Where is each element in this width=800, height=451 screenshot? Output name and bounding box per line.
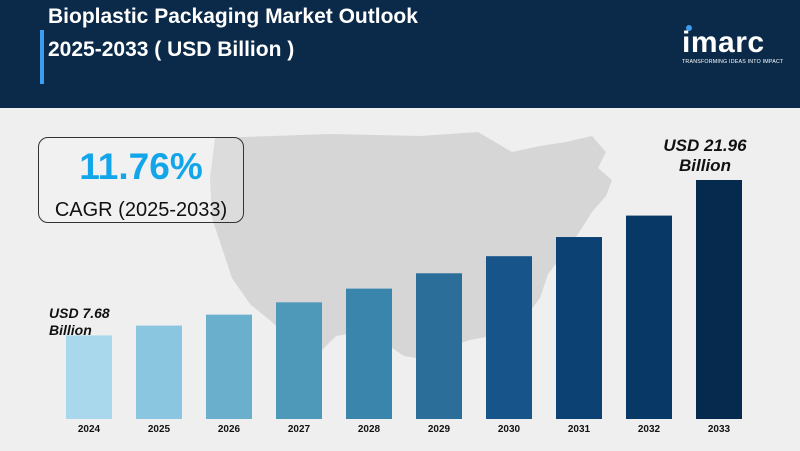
bar-2025: [136, 325, 182, 419]
bar-2030: [486, 256, 532, 419]
x-tick-label-2025: 2025: [148, 424, 171, 435]
bar-2031: [556, 237, 602, 419]
title-accent-bar: [40, 30, 44, 84]
title-line-1: Bioplastic Packaging Market Outlook: [48, 5, 418, 28]
title-line-2: 2025-2033 ( USD Billion ): [48, 38, 295, 61]
cagr-value: 11.76%: [79, 146, 203, 187]
bar-2033: [696, 180, 742, 419]
cagr-box: 11.76% CAGR (2025-2033): [38, 137, 244, 223]
bar-2024: [66, 335, 112, 419]
bar-2026: [206, 314, 252, 419]
cagr-label: CAGR (2025-2033): [54, 199, 228, 221]
x-tick-label-2026: 2026: [218, 424, 241, 435]
x-tick-label-2027: 2027: [288, 424, 311, 435]
bar-2032: [626, 215, 672, 419]
page-title: Bioplastic Packaging Market Outlook 2025…: [48, 0, 418, 66]
x-tick-label-2033: 2033: [708, 424, 731, 435]
header-banner: [0, 0, 800, 108]
bar-2029: [416, 273, 462, 419]
logo-wordmark: imarc: [682, 26, 765, 59]
bar-2028: [346, 288, 392, 419]
logo-dot: [686, 25, 692, 31]
logo-tagline: TRANSFORMING IDEAS INTO IMPACT: [682, 59, 784, 65]
callout-2033-value: USD 21.96 Billion: [663, 136, 747, 175]
bar-2027: [276, 302, 322, 419]
x-tick-label-2028: 2028: [358, 424, 381, 435]
x-tick-label-2024: 2024: [78, 424, 101, 435]
x-tick-label-2029: 2029: [428, 424, 451, 435]
x-tick-label-2032: 2032: [638, 424, 661, 435]
imarc-logo: imarc TRANSFORMING IDEAS INTO IMPACT: [682, 25, 784, 66]
x-tick-label-2030: 2030: [498, 424, 521, 435]
callout-2024-value: USD 7.68 Billion: [49, 305, 110, 338]
x-tick-label-2031: 2031: [568, 424, 591, 435]
